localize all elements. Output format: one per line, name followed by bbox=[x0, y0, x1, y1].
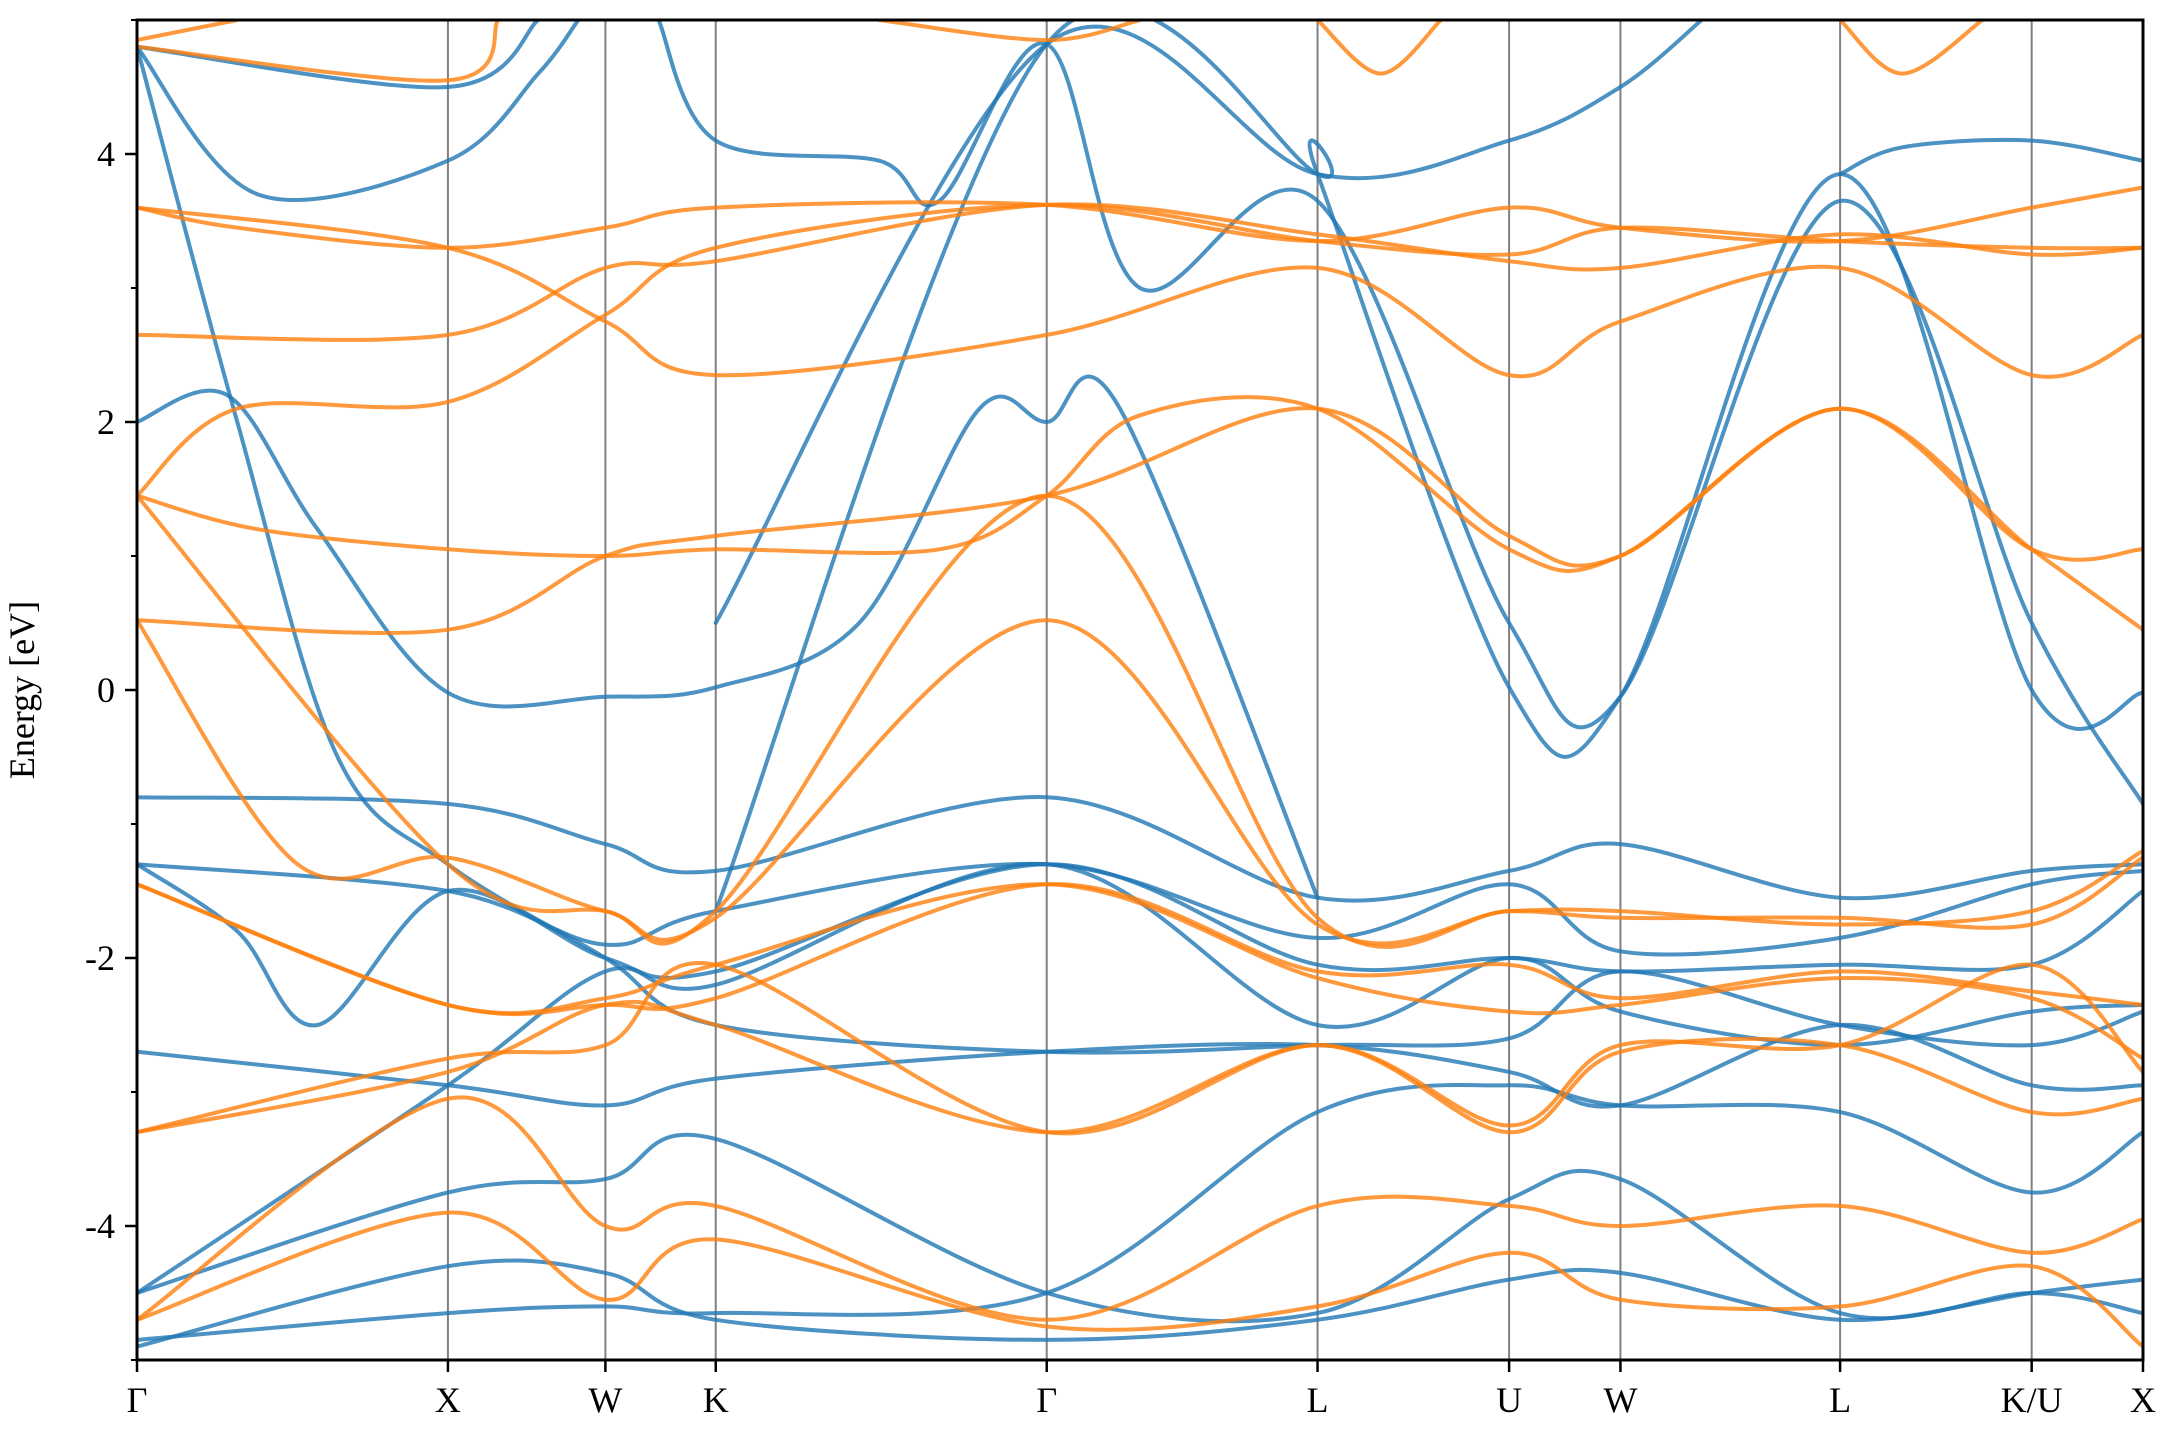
x-tick-label: Γ bbox=[127, 1380, 148, 1420]
band-lines bbox=[137, 20, 2143, 1349]
spin-down-band-16 bbox=[137, 185, 2143, 250]
spin-up-band-4 bbox=[137, 1022, 2143, 1109]
spin-down-band-34 bbox=[1838, 20, 1985, 76]
x-tick-label: W bbox=[1603, 1380, 1637, 1420]
x-axis-ticks: Γ X W K Γ L U W L K/U X bbox=[127, 1360, 2156, 1420]
y-axis-label: Energy [eV] bbox=[2, 601, 42, 779]
spin-down-band-32 bbox=[877, 20, 1142, 43]
plot-frame bbox=[135, 18, 2145, 1362]
spin-down-band-19 bbox=[137, 202, 2143, 498]
x-tick-label: K/U bbox=[2001, 1380, 2063, 1420]
spin-down-band-20 bbox=[137, 395, 2143, 573]
y-tick-label: -4 bbox=[85, 1206, 115, 1246]
x-tick-label: Γ bbox=[1036, 1380, 1057, 1420]
x-tick-label: W bbox=[588, 1380, 622, 1420]
spin-up-band-3 bbox=[137, 44, 2143, 1055]
spin-up-band-11 bbox=[137, 20, 581, 202]
y-tick-label: 4 bbox=[97, 134, 115, 174]
spin-up-band-7 bbox=[137, 1132, 2143, 1324]
spin-down-band-29 bbox=[137, 1210, 2143, 1349]
spin-up-band-6 bbox=[137, 1083, 2143, 1342]
y-tick-label: 2 bbox=[97, 402, 115, 442]
spin-down-band-23 bbox=[137, 493, 2143, 949]
spin-up-band-10 bbox=[713, 20, 1704, 625]
spin-down-band-30 bbox=[137, 20, 240, 43]
x-tick-label: X bbox=[435, 1380, 461, 1420]
spin-up-band-0 bbox=[137, 795, 2143, 903]
x-tick-label: L bbox=[1307, 1380, 1329, 1420]
spin-down-band-27 bbox=[137, 999, 2143, 1135]
y-axis-ticks: -4 -2 0 2 4 bbox=[85, 19, 137, 1361]
spin-up-band-5 bbox=[137, 862, 2143, 1295]
spin-down-band-31 bbox=[137, 20, 501, 83]
spin-up-band-1 bbox=[137, 861, 2143, 957]
spin-up-band-14 bbox=[713, 20, 2143, 914]
spin-up-band-9 bbox=[137, 374, 1320, 900]
spin-down-band-18 bbox=[137, 202, 2143, 342]
spin-down-band-28 bbox=[137, 1095, 2143, 1322]
spin-down-band-33 bbox=[1315, 20, 1443, 76]
spin-down-band-17 bbox=[137, 205, 2143, 379]
x-tick-label: K bbox=[703, 1380, 729, 1420]
x-tick-label: X bbox=[2130, 1380, 2156, 1420]
x-tick-label: L bbox=[1829, 1380, 1851, 1420]
spin-down-band-25 bbox=[137, 882, 2143, 1061]
y-tick-label: 0 bbox=[97, 670, 115, 710]
y-tick-label: -2 bbox=[85, 938, 115, 978]
spin-down-band-22 bbox=[137, 618, 2143, 946]
spin-up-band-8 bbox=[137, 1258, 2143, 1349]
x-tick-label: U bbox=[1496, 1380, 1522, 1420]
spin-up-band-15 bbox=[1838, 137, 2143, 177]
spin-down-band-21 bbox=[137, 406, 2143, 636]
